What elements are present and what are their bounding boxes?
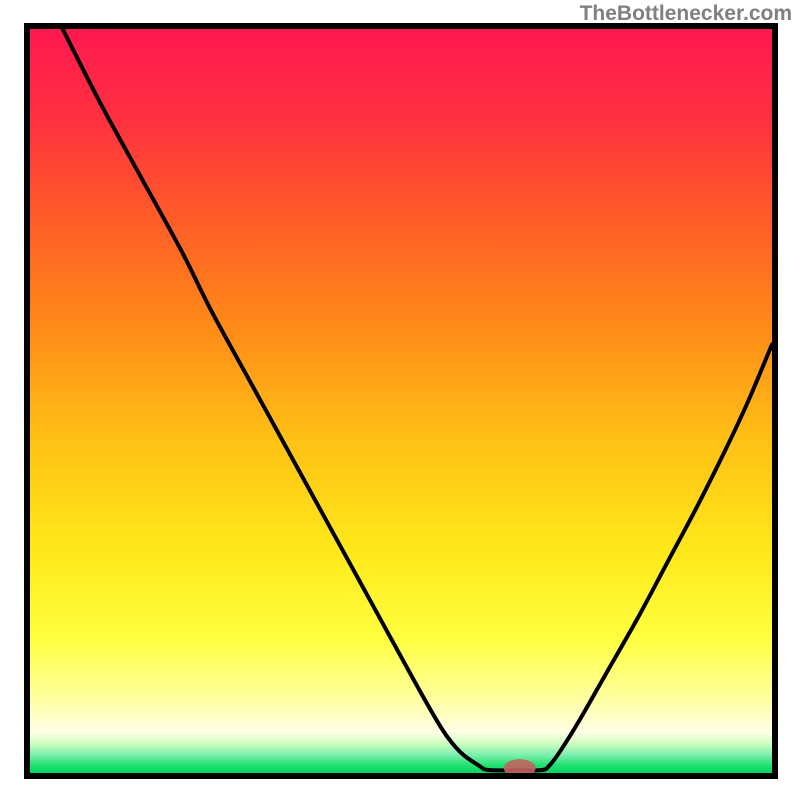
bottleneck-chart [0,0,800,800]
chart-container: TheBottlenecker.com [0,0,800,800]
watermark-text: TheBottlenecker.com [580,2,792,26]
plot-background [30,29,772,773]
